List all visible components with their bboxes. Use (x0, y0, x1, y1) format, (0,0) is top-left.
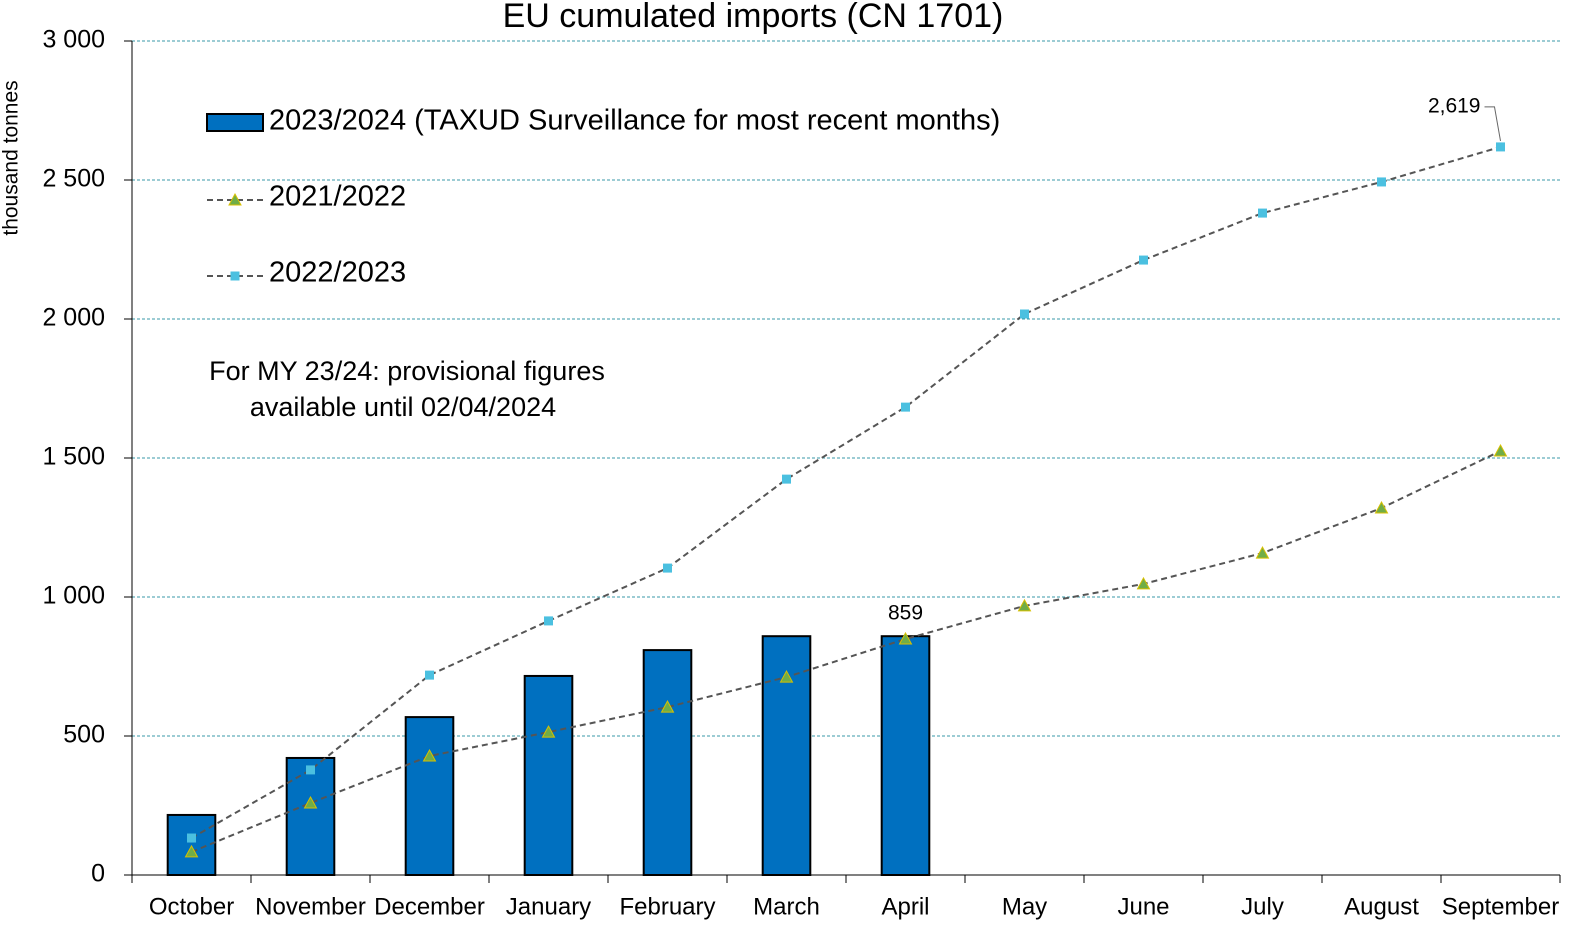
marker (663, 563, 672, 573)
y-tick-label: 1 500 (42, 443, 105, 471)
x-tick-label: March (753, 893, 820, 920)
marker (541, 725, 556, 738)
marker (187, 833, 196, 843)
x-tick-label: February (619, 893, 715, 920)
x-tick-label: July (1241, 893, 1284, 920)
marker (422, 748, 437, 762)
legend-label: 2021/2022 (269, 181, 406, 213)
bar (523, 674, 574, 877)
bar (642, 649, 693, 877)
legend-marker (230, 271, 240, 281)
marker (1139, 255, 1148, 265)
marker (782, 474, 791, 484)
legend-marker (228, 192, 242, 206)
annotation: available until 02/04/2024 (250, 392, 556, 422)
marker (1493, 444, 1508, 457)
marker (303, 795, 318, 809)
data-label: 2,619 (1428, 94, 1481, 117)
x-tick-label: September (1442, 893, 1559, 920)
marker (306, 765, 315, 775)
chart-title: EU cumulated imports (CN 1701) (503, 0, 1004, 35)
x-tick-label: April (881, 893, 929, 920)
y-tick-label: 500 (63, 721, 105, 749)
legend-swatch (206, 113, 264, 132)
y-tick-label: 3 000 (42, 26, 105, 54)
x-tick-label: June (1117, 893, 1169, 920)
marker (1017, 598, 1032, 612)
marker (425, 670, 434, 680)
marker (898, 631, 913, 645)
x-tick-label: January (506, 893, 591, 920)
y-tick-label: 2 000 (42, 304, 105, 332)
marker (660, 700, 675, 713)
marker (1258, 208, 1267, 218)
x-tick-label: December (374, 893, 485, 920)
legend-label: 2023/2024 (TAXUD Surveillance for most r… (269, 105, 1000, 137)
line (191, 145, 1501, 839)
x-tick-label: November (255, 893, 366, 920)
line (191, 450, 1501, 853)
y-tick-label: 0 (91, 860, 105, 888)
marker (544, 616, 553, 626)
marker (779, 670, 794, 683)
legend-label: 2022/2023 (269, 257, 406, 289)
bar (880, 635, 931, 876)
x-tick-label: May (1002, 893, 1047, 920)
y-tick-label: 2 500 (42, 165, 105, 193)
marker (1374, 500, 1389, 514)
marker (1377, 177, 1386, 187)
callout-line (1484, 106, 1501, 142)
marker (1496, 142, 1505, 152)
x-tick-label: October (149, 893, 234, 920)
y-tick-label: 1 000 (42, 582, 105, 610)
bar (285, 756, 336, 876)
marker (1020, 309, 1029, 319)
y-axis-label: thousand tonnes (0, 80, 23, 235)
x-tick-label: August (1344, 893, 1419, 920)
data-label: 859 (888, 602, 923, 625)
annotation: For MY 23/24: provisional figures (209, 356, 605, 386)
marker (184, 844, 199, 858)
marker (1136, 576, 1151, 590)
marker (1255, 546, 1270, 559)
bar (404, 716, 455, 877)
marker (901, 402, 910, 412)
